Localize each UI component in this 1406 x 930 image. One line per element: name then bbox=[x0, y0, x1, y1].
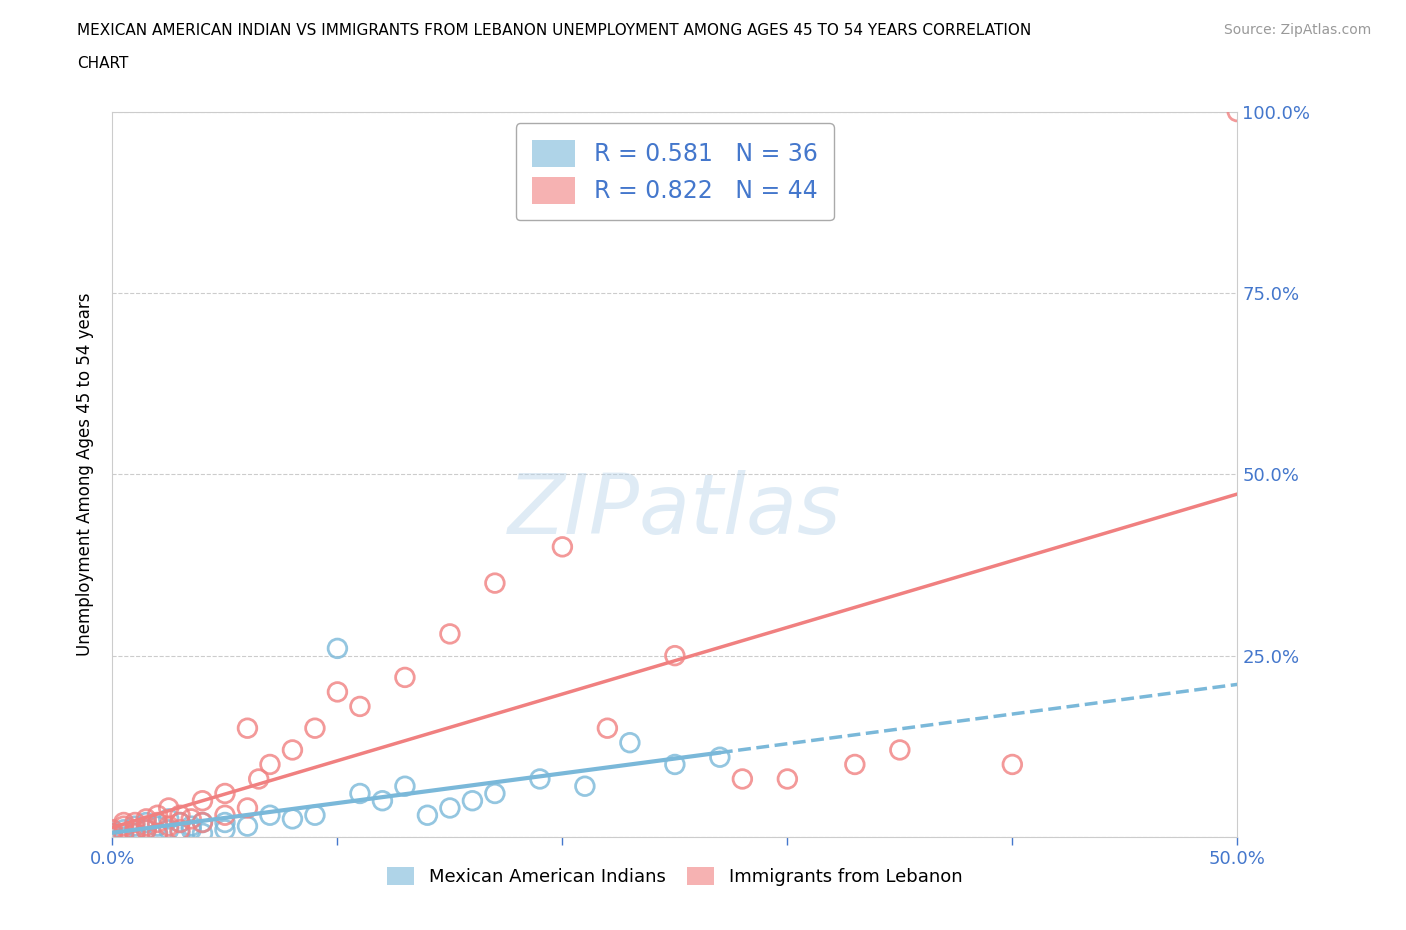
Point bbox=[191, 815, 214, 830]
Point bbox=[169, 826, 191, 841]
Y-axis label: Unemployment Among Ages 45 to 54 years: Unemployment Among Ages 45 to 54 years bbox=[76, 293, 94, 656]
Point bbox=[596, 721, 619, 736]
Point bbox=[191, 793, 214, 808]
Point bbox=[124, 826, 146, 841]
Point bbox=[529, 772, 551, 787]
Point bbox=[146, 815, 169, 830]
Point bbox=[112, 822, 135, 837]
Point bbox=[236, 721, 259, 736]
Point bbox=[146, 826, 169, 841]
Point bbox=[124, 818, 146, 833]
Point bbox=[889, 742, 911, 757]
Point bbox=[180, 822, 202, 837]
Point bbox=[349, 699, 371, 714]
Point bbox=[416, 808, 439, 823]
Point bbox=[169, 815, 191, 830]
Point bbox=[281, 742, 304, 757]
Point bbox=[731, 772, 754, 787]
Text: CHART: CHART bbox=[77, 56, 129, 71]
Point bbox=[101, 826, 124, 841]
Point bbox=[776, 772, 799, 787]
Point bbox=[304, 808, 326, 823]
Point bbox=[157, 818, 180, 833]
Point bbox=[180, 818, 202, 833]
Point bbox=[371, 793, 394, 808]
Point bbox=[484, 576, 506, 591]
Point bbox=[135, 811, 157, 827]
Point bbox=[439, 627, 461, 642]
Point bbox=[236, 801, 259, 816]
Point bbox=[281, 811, 304, 827]
Point bbox=[112, 830, 135, 844]
Point bbox=[157, 811, 180, 827]
Legend: Mexican American Indians, Immigrants from Lebanon: Mexican American Indians, Immigrants fro… bbox=[380, 859, 970, 893]
Point bbox=[135, 822, 157, 837]
Point bbox=[112, 818, 135, 833]
Point bbox=[236, 818, 259, 833]
Point bbox=[259, 808, 281, 823]
Text: Source: ZipAtlas.com: Source: ZipAtlas.com bbox=[1223, 23, 1371, 37]
Point bbox=[146, 826, 169, 841]
Point bbox=[146, 808, 169, 823]
Point bbox=[135, 822, 157, 837]
Point bbox=[619, 736, 641, 751]
Point bbox=[574, 778, 596, 793]
Point bbox=[112, 815, 135, 830]
Point bbox=[394, 670, 416, 684]
Point bbox=[112, 826, 135, 841]
Point bbox=[214, 815, 236, 830]
Point bbox=[349, 786, 371, 801]
Point bbox=[326, 684, 349, 699]
Point bbox=[157, 801, 180, 816]
Point bbox=[169, 808, 191, 823]
Point bbox=[1001, 757, 1024, 772]
Point bbox=[709, 750, 731, 764]
Point bbox=[180, 811, 202, 827]
Point bbox=[1226, 104, 1249, 119]
Point bbox=[101, 826, 124, 841]
Point bbox=[664, 648, 686, 663]
Point bbox=[124, 815, 146, 830]
Point bbox=[191, 815, 214, 830]
Point bbox=[326, 641, 349, 656]
Point bbox=[124, 822, 146, 837]
Point bbox=[169, 822, 191, 837]
Point bbox=[304, 721, 326, 736]
Point bbox=[461, 793, 484, 808]
Point bbox=[214, 786, 236, 801]
Point bbox=[214, 822, 236, 837]
Point bbox=[157, 822, 180, 837]
Point bbox=[101, 822, 124, 837]
Point bbox=[551, 539, 574, 554]
Point bbox=[247, 772, 270, 787]
Point bbox=[124, 826, 146, 841]
Point bbox=[259, 757, 281, 772]
Point bbox=[844, 757, 866, 772]
Point bbox=[169, 815, 191, 830]
Text: MEXICAN AMERICAN INDIAN VS IMMIGRANTS FROM LEBANON UNEMPLOYMENT AMONG AGES 45 TO: MEXICAN AMERICAN INDIAN VS IMMIGRANTS FR… bbox=[77, 23, 1032, 38]
Point bbox=[214, 808, 236, 823]
Point bbox=[191, 826, 214, 841]
Point bbox=[484, 786, 506, 801]
Point bbox=[146, 818, 169, 833]
Point bbox=[664, 757, 686, 772]
Point bbox=[135, 818, 157, 833]
Text: ZIPatlas: ZIPatlas bbox=[508, 470, 842, 551]
Point bbox=[394, 778, 416, 793]
Point bbox=[135, 815, 157, 830]
Point bbox=[439, 801, 461, 816]
